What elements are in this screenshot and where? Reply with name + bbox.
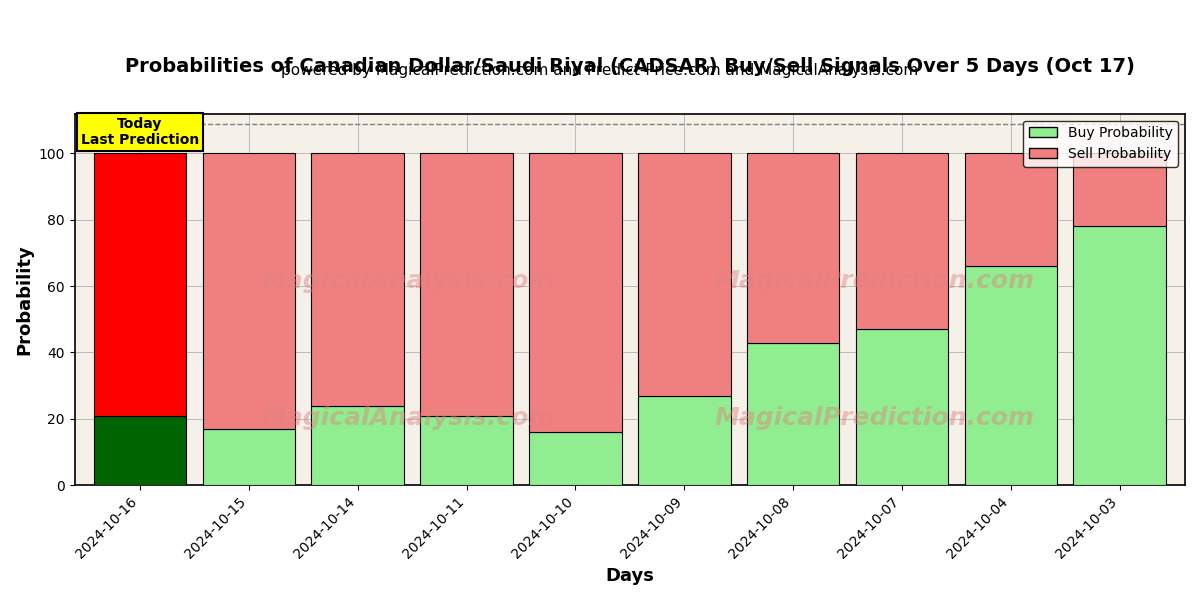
Bar bbox=[965, 266, 1057, 485]
Bar bbox=[94, 154, 186, 416]
Bar bbox=[1074, 154, 1166, 226]
Bar bbox=[746, 154, 839, 343]
Bar bbox=[420, 416, 512, 485]
Bar bbox=[94, 416, 186, 485]
Bar bbox=[746, 343, 839, 485]
Bar bbox=[1074, 226, 1166, 485]
Text: MagicalPrediction.com: MagicalPrediction.com bbox=[714, 269, 1034, 293]
Bar bbox=[856, 154, 948, 329]
Bar bbox=[420, 154, 512, 416]
Bar bbox=[965, 154, 1057, 266]
Bar bbox=[312, 154, 404, 406]
Bar bbox=[856, 329, 948, 485]
Bar bbox=[529, 432, 622, 485]
Text: MagicalAnalysis.com: MagicalAnalysis.com bbox=[262, 406, 554, 430]
Bar bbox=[203, 429, 295, 485]
Bar bbox=[638, 395, 731, 485]
Legend: Buy Probability, Sell Probability: Buy Probability, Sell Probability bbox=[1024, 121, 1178, 167]
Bar bbox=[312, 406, 404, 485]
Bar bbox=[638, 154, 731, 395]
Title: Probabilities of Canadian Dollar/Saudi Riyal (CADSAR) Buy/Sell Signals Over 5 Da: Probabilities of Canadian Dollar/Saudi R… bbox=[125, 57, 1135, 76]
Text: Today
Last Prediction: Today Last Prediction bbox=[80, 117, 199, 147]
Bar bbox=[203, 154, 295, 429]
Text: MagicalAnalysis.com: MagicalAnalysis.com bbox=[262, 269, 554, 293]
Y-axis label: Probability: Probability bbox=[16, 244, 34, 355]
Text: MagicalPrediction.com: MagicalPrediction.com bbox=[714, 406, 1034, 430]
X-axis label: Days: Days bbox=[605, 567, 654, 585]
Text: powered by MagicalPrediction.com and Predict-Price.com and MagicalAnalysis.com: powered by MagicalPrediction.com and Pre… bbox=[281, 63, 919, 78]
Bar bbox=[529, 154, 622, 432]
